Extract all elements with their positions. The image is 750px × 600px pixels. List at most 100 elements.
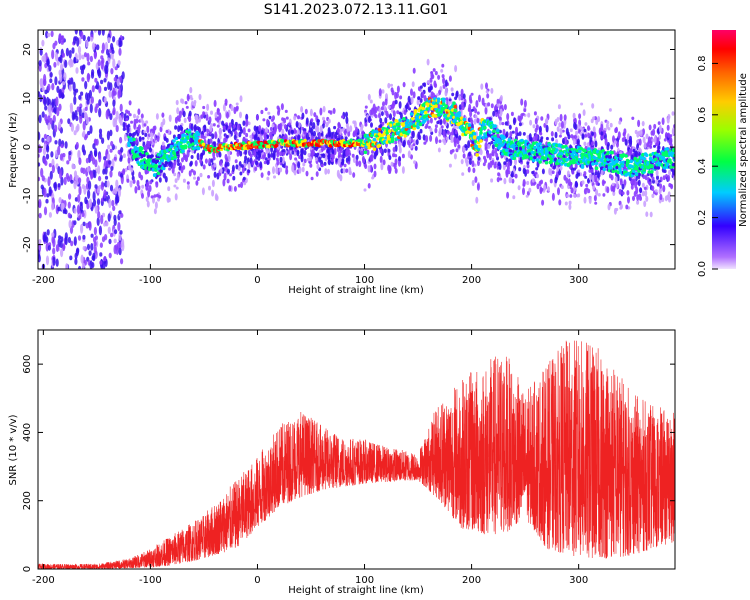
heatmap-cell bbox=[659, 183, 663, 189]
heatmap-cell bbox=[94, 205, 98, 214]
heatmap-cell bbox=[48, 163, 53, 168]
heatmap-cell bbox=[440, 69, 444, 73]
heatmap-cell bbox=[77, 235, 82, 241]
heatmap-cell bbox=[137, 108, 141, 115]
heatmap-cell bbox=[226, 111, 229, 119]
heatmap-cell bbox=[193, 124, 197, 132]
heatmap-cell bbox=[495, 152, 499, 158]
heatmap-cell bbox=[485, 82, 488, 90]
heatmap-cell bbox=[614, 127, 618, 134]
heatmap-cell bbox=[106, 180, 110, 188]
heatmap-cell bbox=[590, 168, 594, 174]
heatmap-cell bbox=[216, 124, 220, 128]
chart-title: S141.2023.072.13.11.G01 bbox=[264, 2, 449, 18]
heatmap-cell bbox=[458, 94, 462, 101]
heatmap-cell bbox=[57, 183, 61, 188]
heatmap-cell bbox=[607, 203, 611, 211]
y-tick-label: 200 bbox=[22, 491, 33, 510]
heatmap-cell bbox=[40, 167, 44, 178]
heatmap-cell bbox=[182, 165, 186, 170]
heatmap-cell bbox=[583, 128, 587, 133]
heatmap-cell bbox=[419, 128, 423, 134]
heatmap-cell bbox=[74, 30, 78, 35]
heatmap-cell bbox=[45, 255, 50, 266]
heatmap-cell bbox=[168, 161, 172, 165]
heatmap-cell bbox=[301, 112, 305, 120]
heatmap-cell bbox=[101, 30, 105, 36]
heatmap-cell bbox=[377, 143, 382, 148]
heatmap-cell bbox=[637, 130, 641, 136]
heatmap-cell bbox=[70, 240, 74, 247]
heatmap-cell bbox=[493, 163, 497, 169]
heatmap-cell bbox=[340, 128, 344, 132]
heatmap-cell bbox=[79, 202, 83, 212]
heatmap-cell bbox=[483, 155, 486, 160]
heatmap-cell bbox=[664, 195, 668, 202]
heatmap-cell bbox=[538, 180, 542, 187]
heatmap-cell bbox=[490, 140, 494, 145]
heatmap-cell bbox=[644, 189, 648, 197]
heatmap-cell bbox=[52, 256, 56, 266]
heatmap-cell bbox=[92, 191, 96, 202]
heatmap-cell bbox=[154, 163, 158, 168]
heatmap-cell bbox=[593, 195, 597, 202]
heatmap-cell bbox=[492, 129, 496, 133]
heatmap-cell bbox=[471, 179, 475, 187]
heatmap-cell bbox=[100, 214, 104, 225]
heatmap-cell bbox=[73, 36, 77, 45]
heatmap-cell bbox=[638, 138, 642, 146]
heatmap-cell bbox=[177, 162, 180, 166]
heatmap-cell bbox=[563, 114, 567, 121]
heatmap-cell bbox=[656, 166, 661, 170]
heatmap-cell bbox=[588, 196, 592, 204]
y-tick-label: 20 bbox=[22, 43, 33, 56]
heatmap-cell bbox=[566, 170, 570, 178]
heatmap-cell bbox=[509, 131, 513, 138]
heatmap-cell bbox=[223, 172, 227, 181]
heatmap-cell bbox=[533, 111, 537, 116]
heatmap-cell bbox=[637, 179, 641, 187]
heatmap-cell bbox=[577, 172, 581, 177]
heatmap-cell bbox=[137, 187, 141, 191]
heatmap-cell bbox=[483, 125, 487, 130]
heatmap-cell bbox=[662, 175, 666, 181]
heatmap-cell bbox=[58, 33, 62, 43]
heatmap-cell bbox=[174, 193, 178, 201]
heatmap-cell bbox=[551, 154, 555, 159]
heatmap-cell bbox=[60, 63, 64, 71]
heatmap-cell bbox=[273, 125, 277, 132]
heatmap-cell bbox=[453, 139, 457, 148]
heatmap-cell bbox=[584, 134, 588, 138]
heatmap-cell bbox=[62, 153, 66, 158]
heatmap-cell bbox=[206, 128, 210, 133]
heatmap-cell bbox=[503, 104, 507, 111]
heatmap-cell bbox=[641, 190, 645, 197]
heatmap-cell bbox=[64, 141, 68, 149]
heatmap-cell bbox=[199, 172, 203, 178]
heatmap-cell bbox=[163, 136, 167, 142]
heatmap-cell bbox=[100, 79, 104, 85]
heatmap-cell bbox=[578, 113, 582, 120]
heatmap-cell bbox=[51, 232, 55, 238]
heatmap-cell bbox=[510, 170, 514, 178]
heatmap-cell bbox=[536, 173, 539, 179]
heatmap-cell bbox=[56, 107, 60, 117]
heatmap-cell bbox=[442, 77, 446, 85]
heatmap-cell bbox=[114, 187, 118, 195]
heatmap-cell bbox=[46, 193, 50, 198]
heatmap-cell bbox=[655, 179, 659, 185]
heatmap-cell bbox=[79, 116, 83, 124]
heatmap-cell bbox=[642, 168, 646, 172]
heatmap-cell bbox=[88, 250, 92, 256]
snr-series-line bbox=[38, 340, 675, 569]
heatmap-cell bbox=[562, 137, 565, 144]
heatmap-cell bbox=[94, 184, 98, 189]
heatmap-cell bbox=[73, 220, 77, 226]
heatmap-cell bbox=[81, 112, 85, 119]
heatmap-cell bbox=[337, 121, 341, 129]
heatmap-cell bbox=[469, 99, 473, 104]
heatmap-cell bbox=[533, 181, 537, 185]
heatmap-cell bbox=[245, 119, 249, 127]
heatmap-cell bbox=[508, 124, 512, 130]
heatmap-cell bbox=[512, 156, 517, 161]
